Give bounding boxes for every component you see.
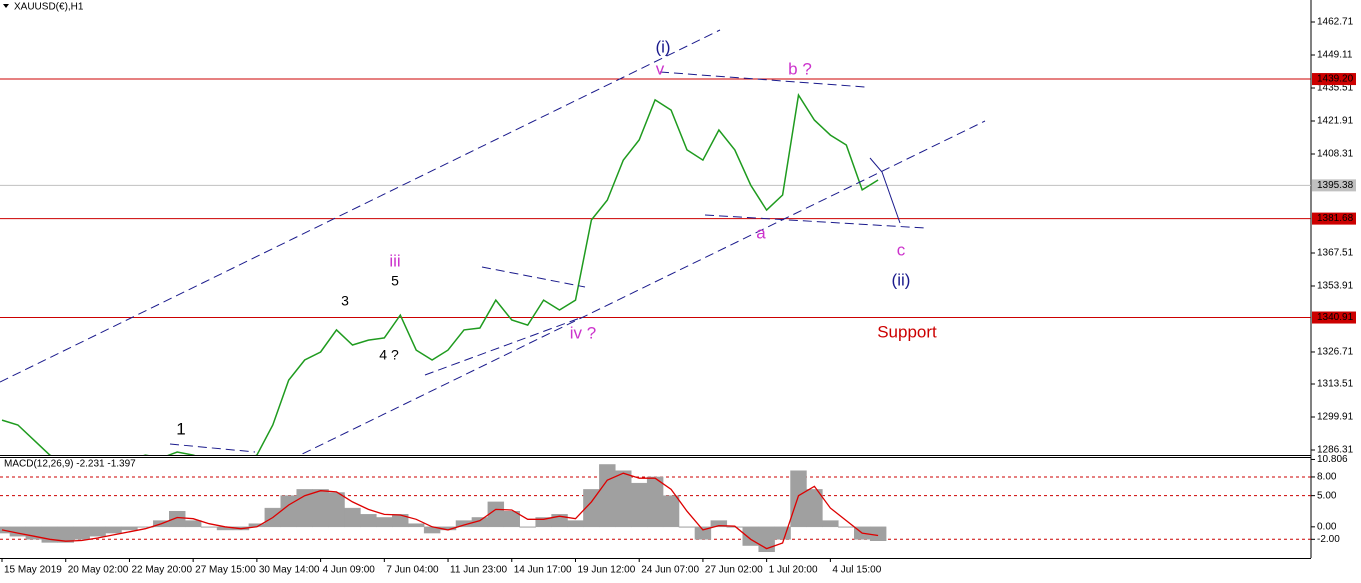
trend-line bbox=[0, 29, 721, 383]
wave-label: iv ? bbox=[570, 323, 596, 342]
x-tick-label: 27 May 15:00 bbox=[195, 565, 256, 576]
x-tick-label: 4 Jun 09:00 bbox=[323, 565, 376, 576]
macd-bar bbox=[662, 495, 680, 528]
y-tick-label: 1299.91 bbox=[1317, 412, 1354, 423]
price-label-box bbox=[1312, 212, 1356, 225]
x-tick-label: 19 Jun 12:00 bbox=[577, 565, 635, 576]
macd-bar bbox=[344, 507, 361, 528]
macd-bar bbox=[838, 526, 855, 528]
y-tick-label: 10.806 bbox=[1317, 454, 1348, 465]
wave-label: (i) bbox=[655, 37, 670, 56]
y-tick-label: 1435.51 bbox=[1317, 83, 1354, 94]
macd-bar bbox=[869, 526, 887, 541]
price-label: 1439.20 bbox=[1317, 74, 1354, 85]
menu-arrow[interactable] bbox=[3, 4, 9, 8]
signal-line bbox=[1, 472, 879, 550]
trend-line bbox=[659, 71, 866, 88]
y-tick-label: 1421.91 bbox=[1317, 116, 1354, 127]
x-tick-label: 4 Jul 15:00 bbox=[832, 565, 881, 576]
macd-bar bbox=[710, 520, 728, 528]
wave-label: 5 bbox=[391, 273, 399, 289]
macd-group bbox=[0, 464, 887, 553]
macd-bar bbox=[407, 523, 425, 528]
price-label-box bbox=[1312, 311, 1356, 324]
x-tick-label: 20 May 02:00 bbox=[68, 565, 129, 576]
macd-bar bbox=[774, 526, 791, 540]
price-label: 1395.38 bbox=[1317, 180, 1354, 191]
chart-title: XAUUSD(€),H1 bbox=[14, 2, 84, 13]
macd-bar bbox=[694, 526, 712, 540]
x-tick-label: 27 Jun 02:00 bbox=[705, 565, 763, 576]
macd-bar bbox=[105, 526, 122, 534]
macd-bar bbox=[790, 470, 807, 528]
y-tick-label: 1353.91 bbox=[1317, 281, 1354, 292]
x-tick-label: 1 Jul 20:00 bbox=[769, 565, 818, 576]
macd-bar bbox=[567, 520, 584, 528]
trend-line bbox=[704, 214, 926, 229]
y-tick-label: 5.00 bbox=[1317, 490, 1337, 501]
x-tick-label: 14 Jun 17:00 bbox=[514, 565, 572, 576]
wave-label: b ? bbox=[788, 59, 812, 78]
macd-bar bbox=[169, 510, 186, 528]
y-tick-label: 8.00 bbox=[1317, 472, 1337, 483]
macd-bar bbox=[312, 489, 329, 528]
y-tick-label: 1462.71 bbox=[1317, 17, 1354, 28]
price-label-box bbox=[1312, 73, 1356, 86]
macd-bar bbox=[519, 526, 536, 528]
price-label-box bbox=[1312, 179, 1356, 192]
y-tick-label: 1326.71 bbox=[1317, 347, 1354, 358]
macd-bar bbox=[121, 526, 138, 531]
price-line-series bbox=[1, 93, 879, 455]
y-tick-label: 0.00 bbox=[1317, 521, 1337, 532]
macd-bar bbox=[599, 464, 616, 528]
y-tick-label: 1286.31 bbox=[1317, 445, 1354, 456]
macd-bar bbox=[678, 526, 696, 528]
macd-bar bbox=[280, 495, 297, 528]
macd-bar bbox=[200, 526, 218, 528]
macd-title: MACD(12,26,9) -2.231 -1.397 bbox=[4, 459, 136, 470]
x-tick-label: 15 May 2019 bbox=[4, 565, 62, 576]
y-tick-label: 1408.31 bbox=[1317, 149, 1354, 160]
y-tick-label: 1449.11 bbox=[1317, 50, 1353, 61]
macd-bar bbox=[487, 501, 505, 528]
price-label: 1340.91 bbox=[1317, 312, 1354, 323]
x-tick-label: 30 May 14:00 bbox=[259, 565, 320, 576]
macd-bar bbox=[646, 476, 664, 528]
y-tick-label: -2.00 bbox=[1317, 534, 1340, 545]
macd-bar bbox=[376, 517, 393, 528]
x-tick-label: 24 Jun 07:00 bbox=[641, 565, 699, 576]
x-tick-label: 22 May 20:00 bbox=[131, 565, 192, 576]
x-tick-label: 11 Jun 23:00 bbox=[450, 565, 508, 576]
macd-bar bbox=[822, 520, 839, 528]
x-tick-label: 7 Jun 04:00 bbox=[386, 565, 439, 576]
macd-bar bbox=[184, 520, 202, 528]
trend-line bbox=[169, 443, 256, 453]
macd-bar bbox=[73, 526, 90, 540]
macd-bar bbox=[89, 526, 106, 537]
y-tick-label: 1313.51 bbox=[1317, 379, 1354, 390]
y-tick-label: 1367.51 bbox=[1317, 248, 1354, 259]
wave-label: a bbox=[756, 223, 766, 242]
macd-bar bbox=[360, 514, 377, 528]
wave-label: 1 bbox=[176, 419, 185, 438]
trend-line bbox=[299, 120, 986, 455]
price-group bbox=[0, 29, 986, 455]
wave-label: iii bbox=[389, 251, 400, 270]
projection-line bbox=[869, 157, 901, 224]
price-label: 1381.68 bbox=[1317, 213, 1354, 224]
macd-bar bbox=[806, 489, 823, 528]
macd-bar bbox=[630, 482, 648, 528]
wave-label: v bbox=[656, 59, 665, 78]
wave-label: Support bbox=[877, 322, 937, 341]
macd-bar bbox=[615, 470, 632, 528]
macd-bar bbox=[328, 492, 345, 528]
wave-label: c bbox=[897, 240, 906, 259]
macd-bar bbox=[503, 510, 520, 528]
wave-label: (ii) bbox=[892, 270, 911, 289]
wave-label: 3 bbox=[341, 293, 349, 309]
wave-label: 4 ? bbox=[379, 347, 399, 363]
trend-line bbox=[481, 266, 586, 288]
